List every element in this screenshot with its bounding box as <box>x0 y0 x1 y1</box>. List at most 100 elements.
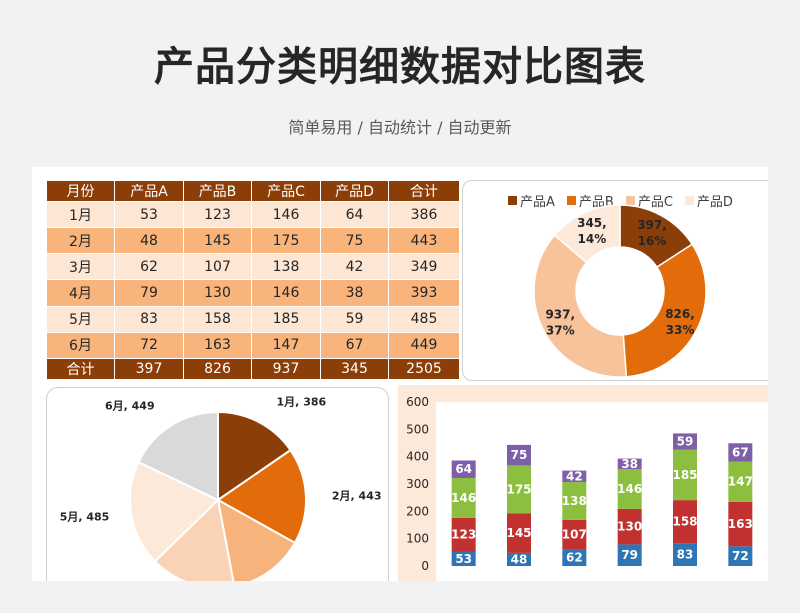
bar-data-label: 48 <box>511 552 528 566</box>
bar-segment <box>617 458 642 469</box>
donut-slice <box>533 234 628 378</box>
pie-data-label: 5月, 485 <box>60 510 110 523</box>
table-cell: 163 <box>183 331 252 360</box>
donut-chart: 397, 16% 826, 33% 937, 37% 345, 14% <box>533 204 707 378</box>
table-row: 5月 83 158 185 59 485 <box>46 305 460 333</box>
legend-swatch <box>508 196 517 205</box>
table-cell: 443 <box>388 227 460 255</box>
table-cell: 62 <box>114 253 184 281</box>
pie-slice <box>216 498 297 581</box>
stacked-bar-chart: 0 100 200 300 400 500 600 53 123 146 64 48 145 175 75 6… <box>398 385 768 581</box>
y-tick-label: 500 <box>406 422 429 436</box>
bar-segment <box>562 549 587 566</box>
table-cell: 386 <box>388 200 460 229</box>
table-cell: 67 <box>320 331 389 360</box>
table-row: 1月 53 123 146 64 386 <box>46 200 460 229</box>
bar-segment <box>617 544 642 566</box>
table-row: 6月 72 163 147 67 449 <box>46 331 460 360</box>
bar-data-label: 59 <box>677 434 694 448</box>
table-cell: 145 <box>183 227 252 255</box>
pie-data-label: 1月, 386 <box>277 395 327 408</box>
table-cell: 3月 <box>46 253 115 281</box>
bar-segment <box>728 501 753 547</box>
bar-segment <box>562 482 587 520</box>
table-cell: 53 <box>114 200 184 229</box>
bar-chart-panel: 0 100 200 300 400 500 600 53 123 146 64 48 145 175 75 6… <box>398 385 768 581</box>
pie-slice <box>137 410 219 502</box>
table-cell: 147 <box>251 331 321 360</box>
legend-swatch <box>566 196 576 205</box>
total-cell: 397 <box>114 358 184 380</box>
bar-data-label: 130 <box>617 520 642 534</box>
legend-label: 产品D <box>696 195 733 210</box>
y-tick-label: 600 <box>406 395 429 409</box>
bar-data-label: 147 <box>728 475 753 489</box>
table-cell: 72 <box>114 331 184 360</box>
y-tick-label: 400 <box>406 450 429 464</box>
table-cell: 449 <box>388 331 460 360</box>
bar-data-label: 158 <box>672 515 697 529</box>
table-cell: 138 <box>251 253 321 281</box>
table-cell: 4月 <box>46 279 115 307</box>
table-cell: 48 <box>114 227 184 255</box>
donut-data-label: 826, 33% <box>665 307 695 337</box>
donut-chart-panel: 产品A 产品B 产品C 产品D 397, 16% 826, 33% 937, 37% 345… <box>462 180 768 381</box>
donut-slice <box>553 204 621 264</box>
table-row: 3月 62 107 138 42 349 <box>46 253 460 281</box>
table-header-row: 月份 产品A 产品B 产品C 产品D 合计 <box>46 180 460 202</box>
table-cell: 64 <box>320 200 389 229</box>
bar-segment <box>728 443 753 462</box>
bar-data-label: 75 <box>511 448 528 462</box>
bar-segment <box>673 449 697 501</box>
y-tick-label: 0 <box>421 559 429 573</box>
bar-segment <box>451 460 476 478</box>
bar-segment <box>507 465 531 514</box>
pie-chart-panel: 1月, 386 2月, 443 5月, 485 6月, 449 <box>46 387 389 581</box>
y-tick-label: 300 <box>406 477 429 491</box>
donut-legend: 产品A 产品B 产品C 产品D <box>508 191 733 210</box>
total-cell: 345 <box>320 358 389 380</box>
table-cell: 6月 <box>46 331 115 360</box>
bar-segment <box>562 519 587 550</box>
legend-swatch <box>625 196 635 205</box>
table-cell: 75 <box>320 227 389 255</box>
bar-segment <box>728 461 753 502</box>
y-tick-label: 100 <box>406 532 429 546</box>
donut-data-label: 397, 16% <box>637 218 667 248</box>
table-row: 4月 79 130 146 38 393 <box>46 279 460 307</box>
table-cell: 79 <box>114 279 184 307</box>
table-cell: 146 <box>251 279 321 307</box>
donut-slice <box>622 243 707 378</box>
legend-swatch <box>684 196 694 205</box>
pie-data-label: 2月, 443 <box>332 489 382 502</box>
y-tick-label: 200 <box>406 504 429 518</box>
data-table: 月份 产品A 产品B 产品C 产品D 合计 1月 53 123 146 64 3… <box>46 180 460 380</box>
donut-data-label: 345, 14% <box>577 216 607 246</box>
y-axis-band <box>398 385 436 581</box>
bar-data-label: 107 <box>562 527 587 541</box>
total-cell: 826 <box>183 358 252 380</box>
legend-label: 产品C <box>637 195 673 210</box>
table-cell: 5月 <box>46 305 115 333</box>
header-cell: 产品A <box>114 180 184 202</box>
table-row: 2月 48 145 175 75 443 <box>46 227 460 255</box>
bar-data-label: 146 <box>617 482 642 496</box>
bar-data-label: 145 <box>506 526 531 540</box>
header-cell: 产品C <box>251 180 321 202</box>
bar-segment <box>507 513 531 553</box>
bar-data-label: 67 <box>732 445 749 459</box>
table-cell: 123 <box>183 200 252 229</box>
table-cell: 393 <box>388 279 460 307</box>
bar-segment <box>451 477 476 518</box>
bar-segment <box>451 551 476 566</box>
pie-slice <box>153 497 235 581</box>
bar-data-label: 123 <box>451 528 476 542</box>
total-cell: 2505 <box>388 358 460 380</box>
bar-data-label: 72 <box>732 549 749 563</box>
table-total-row: 合计 397 826 937 345 2505 <box>46 358 460 380</box>
bar-segment <box>451 517 476 552</box>
bar-data-label: 53 <box>455 552 472 566</box>
bar-data-label: 146 <box>451 491 476 505</box>
bar-segment <box>617 508 642 545</box>
pie-data-label: 6月, 449 <box>105 399 155 412</box>
